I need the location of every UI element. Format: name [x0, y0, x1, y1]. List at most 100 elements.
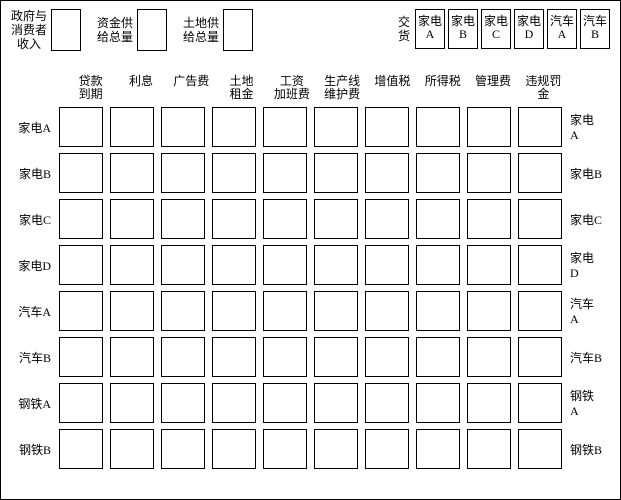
col-headers: 贷款 到期 利息 广告费 土地 租金 工资 加班费 生产线 维护费 增值税 所得… [67, 75, 570, 101]
cell [161, 383, 205, 423]
top-group-2: 土地供 给总量 [183, 9, 253, 51]
cell [365, 153, 409, 193]
cell [518, 429, 562, 469]
row-cells [59, 199, 562, 239]
row-label-right: 汽车A [562, 295, 602, 327]
cell [59, 199, 103, 239]
top-label-2: 土地供 给总量 [183, 16, 219, 44]
col-header-8: 管理费 [469, 75, 516, 101]
cell [467, 199, 511, 239]
top-label-0: 政府与 消费者 收入 [11, 9, 47, 51]
cell [314, 291, 358, 331]
cell [263, 153, 307, 193]
cell [416, 153, 460, 193]
table-row: 家电C家电C [11, 199, 610, 239]
cell [263, 199, 307, 239]
cell [212, 199, 256, 239]
top-group-1: 资金供 给总量 [97, 9, 167, 51]
cell [314, 337, 358, 377]
top-right-box-4: 汽车 A [547, 9, 577, 49]
row-label-right: 钢铁B [562, 441, 602, 458]
cell [59, 383, 103, 423]
table-row: 家电D家电D [11, 245, 610, 285]
row-cells [59, 291, 562, 331]
col-header-9: 违规罚 金 [520, 75, 567, 101]
cell [365, 429, 409, 469]
cell [110, 199, 154, 239]
top-right-box-2: 家电 C [481, 9, 511, 49]
cell [59, 107, 103, 147]
cell [161, 107, 205, 147]
col-header-1: 利息 [117, 75, 164, 101]
table-row: 家电B 家电B [11, 153, 610, 193]
rows-container: 家电A家电A家电B家电B家电C家电C家电D家电D汽车A汽车A汽车B汽车B钢铁A钢… [11, 107, 610, 469]
cell [263, 383, 307, 423]
row-label-left: 钢铁A [11, 395, 59, 412]
cell [314, 429, 358, 469]
cell [467, 245, 511, 285]
cell [518, 337, 562, 377]
top-box-0 [51, 9, 81, 51]
cell [365, 107, 409, 147]
cell [518, 245, 562, 285]
row-cells [59, 429, 562, 469]
row-cells [59, 337, 562, 377]
cell [518, 383, 562, 423]
top-label-1: 资金供 给总量 [97, 16, 133, 44]
cell [467, 383, 511, 423]
cell [314, 199, 358, 239]
cell [110, 383, 154, 423]
row-cells [59, 383, 562, 423]
top-right-box-1: 家电 B [448, 9, 478, 49]
cell [110, 429, 154, 469]
cell [161, 245, 205, 285]
cell [416, 429, 460, 469]
cell [365, 245, 409, 285]
cell [161, 291, 205, 331]
top-box-1 [137, 9, 167, 51]
col-header-6: 增值税 [369, 75, 416, 101]
row-label-left: 汽车B [11, 349, 59, 366]
top-right-label: 交 货 [398, 9, 410, 43]
cell [59, 429, 103, 469]
cell [416, 107, 460, 147]
cell [263, 429, 307, 469]
cell [263, 245, 307, 285]
row-label-left: 家电A [11, 119, 59, 136]
cell [263, 107, 307, 147]
col-header-7: 所得税 [419, 75, 466, 101]
row-label-right: 家电B [562, 165, 602, 182]
top-group-0: 政府与 消费者 收入 [11, 9, 81, 51]
top-right-box-3: 家电 D [514, 9, 544, 49]
table-row: 汽车A汽车A [11, 291, 610, 331]
row-cells [59, 107, 562, 147]
cell [314, 153, 358, 193]
cell [212, 337, 256, 377]
top-right: 交 货 家电 A 家电 B 家电 C 家电 D 汽车 A 汽车 B [398, 9, 610, 49]
cell [59, 153, 103, 193]
col-header-4: 工资 加班费 [268, 75, 315, 101]
cell [416, 383, 460, 423]
cell [518, 291, 562, 331]
cell [263, 291, 307, 331]
page-frame: 政府与 消费者 收入 资金供 给总量 土地供 给总量 交 货 家电 A 家电 B… [0, 0, 621, 500]
cell [110, 153, 154, 193]
cell [416, 245, 460, 285]
row-cells [59, 153, 562, 193]
row-label-left: 家电B [11, 165, 59, 182]
grid-area: 贷款 到期 利息 广告费 土地 租金 工资 加班费 生产线 维护费 增值税 所得… [11, 75, 610, 469]
row-label-left: 家电D [11, 257, 59, 274]
cell [212, 153, 256, 193]
col-header-5: 生产线 维护费 [318, 75, 365, 101]
cell [467, 337, 511, 377]
cell [161, 337, 205, 377]
row-label-right: 汽车B [562, 349, 602, 366]
row-cells [59, 245, 562, 285]
cell [212, 245, 256, 285]
cell [314, 107, 358, 147]
cell [416, 337, 460, 377]
cell [314, 245, 358, 285]
cell [161, 153, 205, 193]
cell [212, 383, 256, 423]
cell [161, 429, 205, 469]
